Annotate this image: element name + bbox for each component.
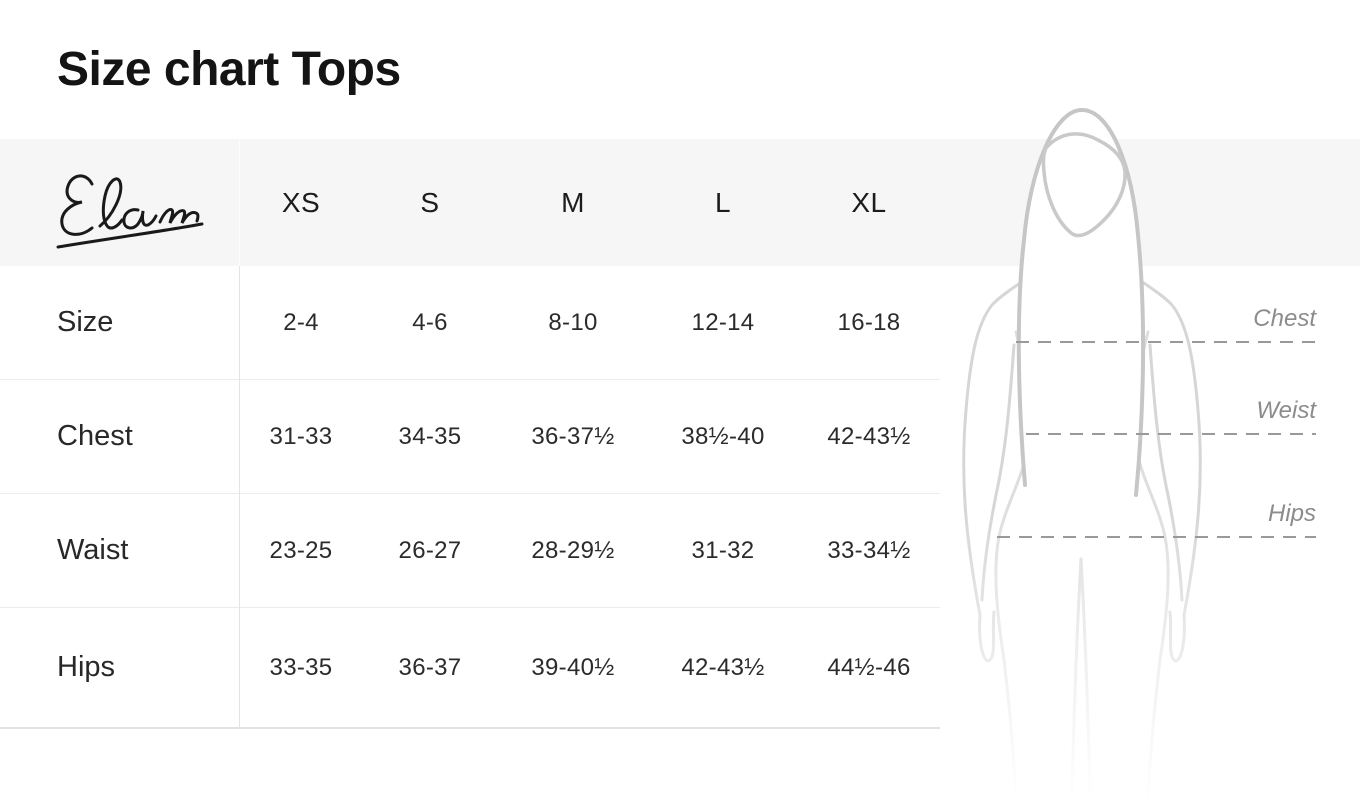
table-vertical-divider — [239, 139, 240, 728]
cell-chest-m: 36-37½ — [531, 422, 615, 450]
cell-chest-l: 38½-40 — [681, 422, 765, 450]
cell-waist-xl: 33-34½ — [827, 536, 911, 564]
brand-logo — [0, 150, 240, 255]
table-header-row: XS S M L XL — [0, 139, 940, 266]
cell-chest-xl: 42-43½ — [827, 422, 911, 450]
cell-size-s: 4-6 — [412, 308, 448, 336]
cell-waist-xs: 23-25 — [269, 536, 333, 564]
row-label-chest: Chest — [57, 420, 133, 452]
cell-hips-xs: 33-35 — [269, 653, 333, 681]
table-row-hips: Hips 33-35 36-37 39-40½ 42-43½ 44½-46 — [0, 608, 940, 729]
row-label-waist: Waist — [57, 534, 129, 566]
measurement-guides: Chest Weist Hips — [930, 100, 1360, 804]
cell-hips-xl: 44½-46 — [827, 653, 911, 681]
female-silhouette-illustration — [930, 100, 1360, 804]
cell-hips-s: 36-37 — [398, 653, 462, 681]
cell-waist-s: 26-27 — [398, 536, 462, 564]
row-label-size: Size — [57, 306, 114, 338]
table-row-waist: Waist 23-25 26-27 28-29½ 31-32 33-34½ — [0, 494, 940, 608]
column-header-s: S — [420, 186, 440, 218]
cell-hips-l: 42-43½ — [681, 653, 765, 681]
cell-waist-l: 31-32 — [691, 536, 755, 564]
table-vertical-divider-header-segment — [239, 139, 240, 266]
page-title: Size chart Tops — [57, 43, 401, 96]
brand-logo-signature-icon — [56, 174, 204, 249]
column-header-l: L — [714, 186, 732, 218]
cell-size-l: 12-14 — [691, 308, 755, 336]
table-row-chest: Chest 31-33 34-35 36-37½ 38½-40 42-43½ — [0, 380, 940, 494]
cell-hips-m: 39-40½ — [531, 653, 615, 681]
row-label-hips: Hips — [57, 651, 116, 683]
cell-size-m: 8-10 — [548, 308, 598, 336]
chest-measure-label: Chest — [1253, 305, 1317, 332]
cell-chest-s: 34-35 — [398, 422, 462, 450]
size-chart-table: XS S M L XL Size 2-4 4-6 8-10 12-14 16-1… — [0, 139, 940, 729]
cell-size-xl: 16-18 — [837, 308, 901, 336]
cell-chest-xs: 31-33 — [269, 422, 333, 450]
cell-waist-m: 28-29½ — [531, 536, 615, 564]
cell-size-xs: 2-4 — [283, 308, 319, 336]
waist-measure-label: Weist — [1256, 397, 1317, 424]
column-header-xl: XL — [851, 186, 887, 218]
hips-measure-label: Hips — [1268, 500, 1316, 527]
column-header-xs: XS — [281, 186, 321, 218]
female-body-outline-icon — [962, 107, 1202, 804]
column-header-m: M — [561, 186, 585, 218]
table-row-size: Size 2-4 4-6 8-10 12-14 16-18 — [0, 266, 940, 380]
